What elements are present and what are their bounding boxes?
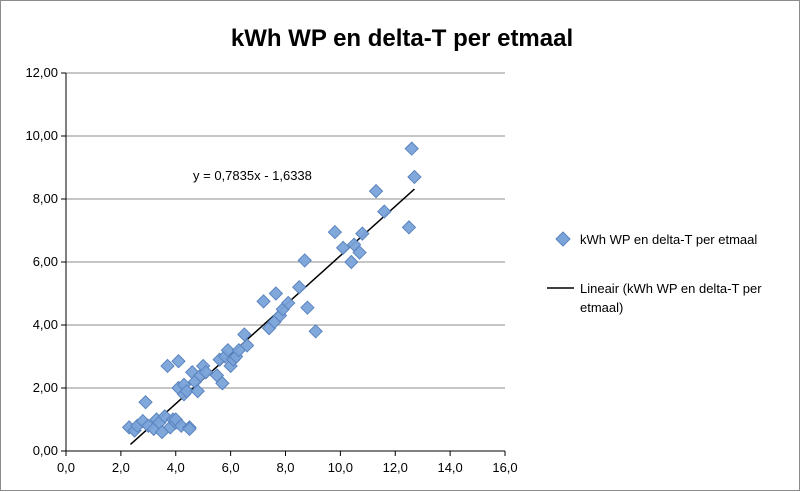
data-point <box>256 294 271 309</box>
y-tick-label: 12,00 <box>25 65 58 80</box>
y-tick-label: 6,00 <box>33 254 58 269</box>
data-point <box>344 254 359 270</box>
trendline-equation: y = 0,7835x - 1,6338 <box>193 168 312 183</box>
x-tick-label: 2,0 <box>112 460 130 475</box>
x-tick-label: 4,0 <box>167 460 185 475</box>
legend-scatter-label: kWh WP en delta-T per etmaal <box>580 232 757 247</box>
x-tick-label: 6,0 <box>222 460 240 475</box>
legend: kWh WP en delta-T per etmaal Lineair (kW… <box>547 231 762 315</box>
data-point <box>352 245 367 260</box>
x-tick-label: 14,0 <box>437 460 462 475</box>
y-tick-label: 10,00 <box>25 128 58 143</box>
data-point <box>190 383 205 399</box>
data-point <box>377 204 392 219</box>
data-point <box>335 240 351 256</box>
data-point <box>308 324 323 339</box>
data-point <box>300 300 315 315</box>
data-points <box>121 141 422 440</box>
data-point <box>160 358 175 374</box>
gridlines <box>66 72 505 389</box>
data-point <box>281 295 296 311</box>
x-tick-label: 10,0 <box>328 460 353 475</box>
data-point <box>268 286 284 301</box>
data-point <box>215 376 230 391</box>
data-point <box>220 342 236 358</box>
x-tick-label: 16,0 <box>492 460 517 475</box>
y-tick-label: 2,00 <box>33 380 58 395</box>
data-point <box>404 141 419 156</box>
legend-scatter-marker <box>555 231 571 247</box>
data-point <box>401 220 417 235</box>
axes <box>61 72 506 456</box>
data-point <box>239 338 255 353</box>
data-point <box>297 253 312 268</box>
data-point <box>292 279 307 295</box>
data-point <box>407 169 422 185</box>
x-tick-labels: 0,0 2,0 4,0 6,0 8,0 10,0 12,0 14,0 16,0 <box>57 460 518 475</box>
y-tick-labels: 0,00 2,00 4,00 6,00 8,00 10,00 12,00 <box>25 65 58 458</box>
x-tick-label: 0,0 <box>57 460 75 475</box>
legend-trend-label-line2: etmaal) <box>580 300 623 315</box>
chart-title: kWh WP en delta-T per etmaal <box>231 25 573 52</box>
data-point <box>179 383 194 399</box>
data-point <box>138 394 153 410</box>
data-point <box>174 418 189 434</box>
data-point <box>368 183 384 199</box>
data-point <box>198 365 214 380</box>
data-point <box>182 421 197 437</box>
data-point <box>355 226 370 241</box>
y-tick-label: 4,00 <box>33 317 58 332</box>
y-tick-label: 0,00 <box>33 443 58 458</box>
data-point <box>237 327 252 342</box>
data-point <box>327 224 343 240</box>
data-point <box>171 354 186 369</box>
legend-trend-label-line1: Lineair (kWh WP en delta-T per <box>580 281 762 296</box>
y-tick-label: 8,00 <box>33 191 58 206</box>
x-tick-label: 8,0 <box>276 460 294 475</box>
x-tick-label: 12,0 <box>383 460 408 475</box>
